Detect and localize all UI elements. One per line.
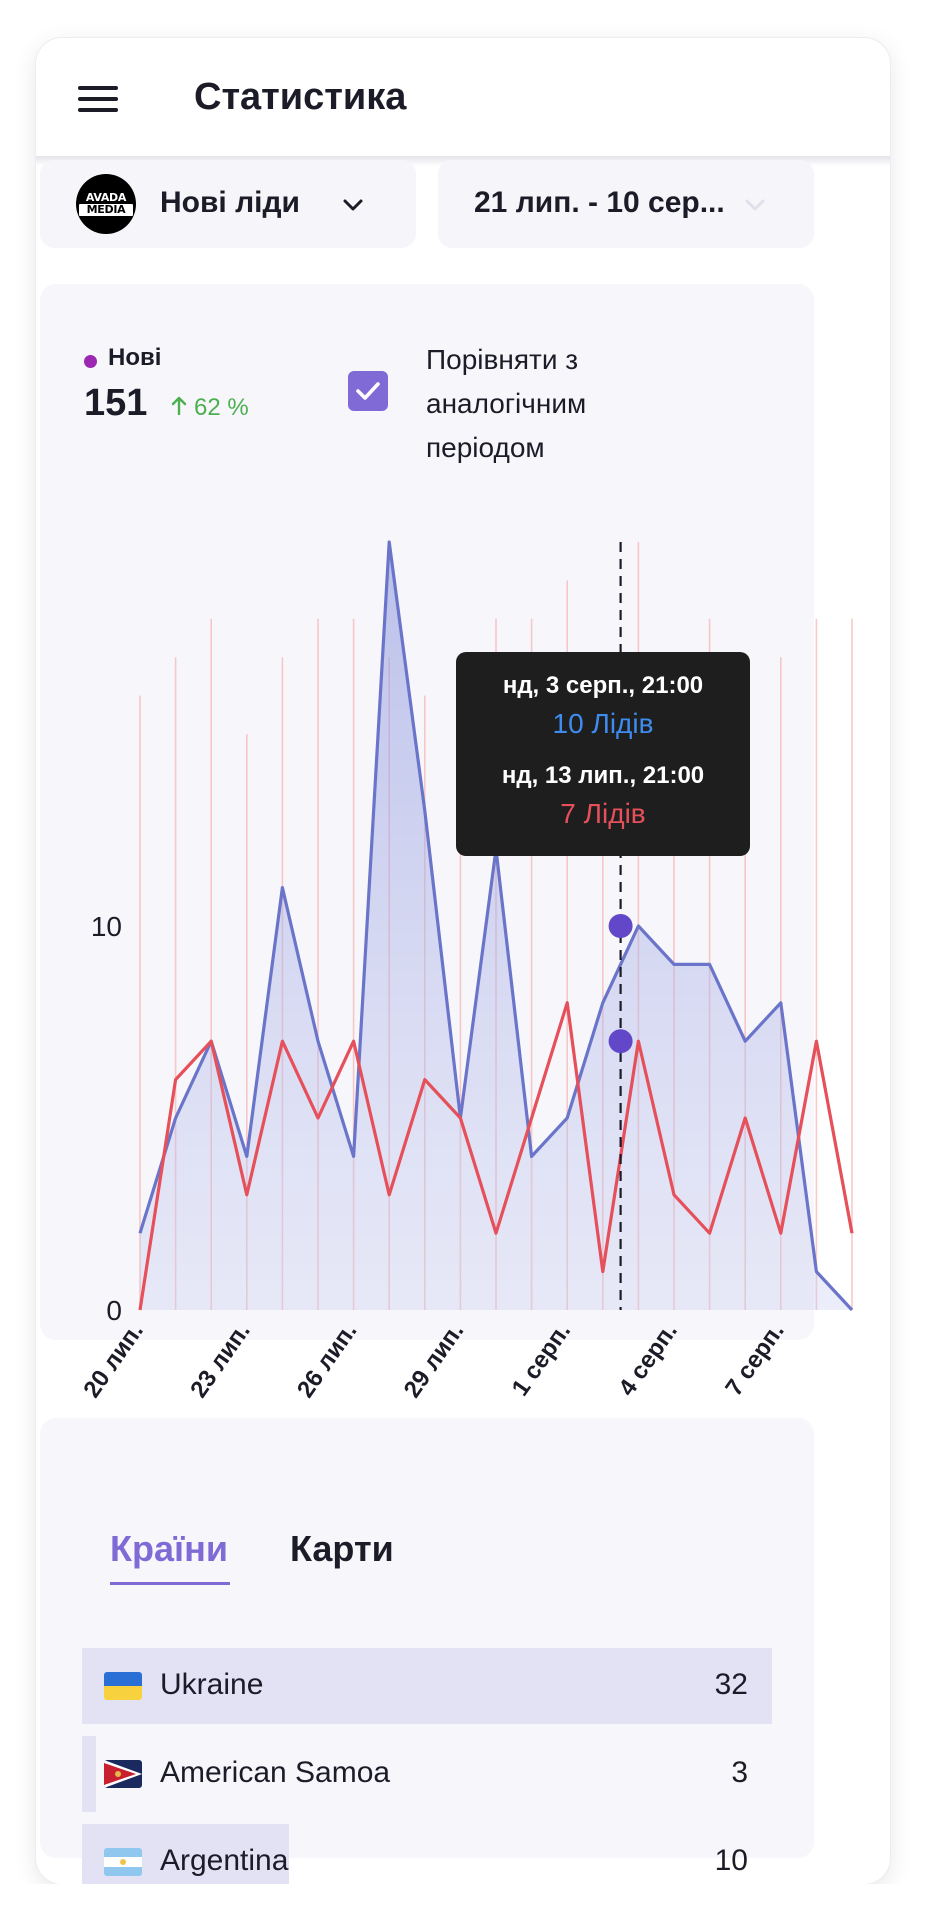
compare-label-line2: аналогічним [426, 388, 587, 419]
tooltip-previous-date: нд, 13 лип., 21:00 [501, 762, 705, 789]
country-count: 10 [714, 1844, 748, 1877]
bottom-page-margin [0, 1884, 926, 1920]
tab-countries[interactable]: Країни [110, 1528, 228, 1569]
country-name: American Samoa [160, 1756, 391, 1789]
ukraine-flag-icon [104, 1672, 142, 1700]
page-title: Статистика [194, 76, 407, 118]
country-share-bar [82, 1648, 772, 1724]
tooltip-current-date: нд, 3 серп., 21:00 [502, 672, 704, 699]
app-header: Статистика [36, 38, 890, 160]
arrow-up-icon [170, 394, 188, 422]
chevron-down-icon [744, 194, 766, 216]
country-row-ukraine[interactable]: Ukraine 32 [82, 1648, 772, 1724]
date-range-selector[interactable]: 21 лип. - 10 сер... [438, 160, 814, 248]
source-label: Нові ліди [160, 186, 300, 219]
country-count: 3 [731, 1756, 748, 1789]
check-icon [356, 382, 380, 400]
compare-label-line3: періодом [426, 432, 545, 463]
country-count: 32 [714, 1668, 748, 1701]
argentina-flag-icon [104, 1848, 142, 1876]
source-selector[interactable]: AVADA MEDIA Нові ліди [40, 160, 416, 248]
american-samoa-flag-icon [104, 1760, 142, 1788]
country-row-american-samoa[interactable]: American Samoa 3 [82, 1736, 772, 1812]
country-name: Ukraine [160, 1668, 264, 1701]
country-share-bar [82, 1736, 96, 1812]
date-range-label: 21 лип. - 10 сер... [474, 186, 725, 219]
legend-dot [84, 355, 97, 368]
logo-text-top: AVADA [85, 191, 127, 204]
delta-badge: 62 % [170, 394, 249, 422]
tooltip-current-value: 10 Лідів [552, 708, 654, 739]
hamburger-menu-icon[interactable] [78, 84, 120, 114]
logo-text-bottom: MEDIA [79, 204, 133, 216]
chart-tooltip: нд, 3 серп., 21:00 10 Лідів нд, 13 лип.,… [456, 652, 750, 856]
avada-media-logo: AVADA MEDIA [76, 174, 136, 234]
tooltip-previous-value: 7 Лідів [560, 798, 646, 829]
legend-label: Нові [108, 344, 162, 371]
compare-label: Порівняти з аналогічним періодом [426, 338, 666, 470]
chevron-down-icon [342, 194, 364, 216]
country-name: Argentina [160, 1844, 289, 1877]
compare-checkbox[interactable] [348, 371, 388, 411]
delta-value: 62 % [194, 394, 249, 421]
compare-label-line1: Порівняти з [426, 344, 579, 375]
countries-card [40, 1418, 814, 1858]
active-tab-underline [110, 1582, 230, 1585]
total-leads-value: 151 [84, 382, 148, 424]
tab-maps[interactable]: Карти [290, 1528, 394, 1569]
